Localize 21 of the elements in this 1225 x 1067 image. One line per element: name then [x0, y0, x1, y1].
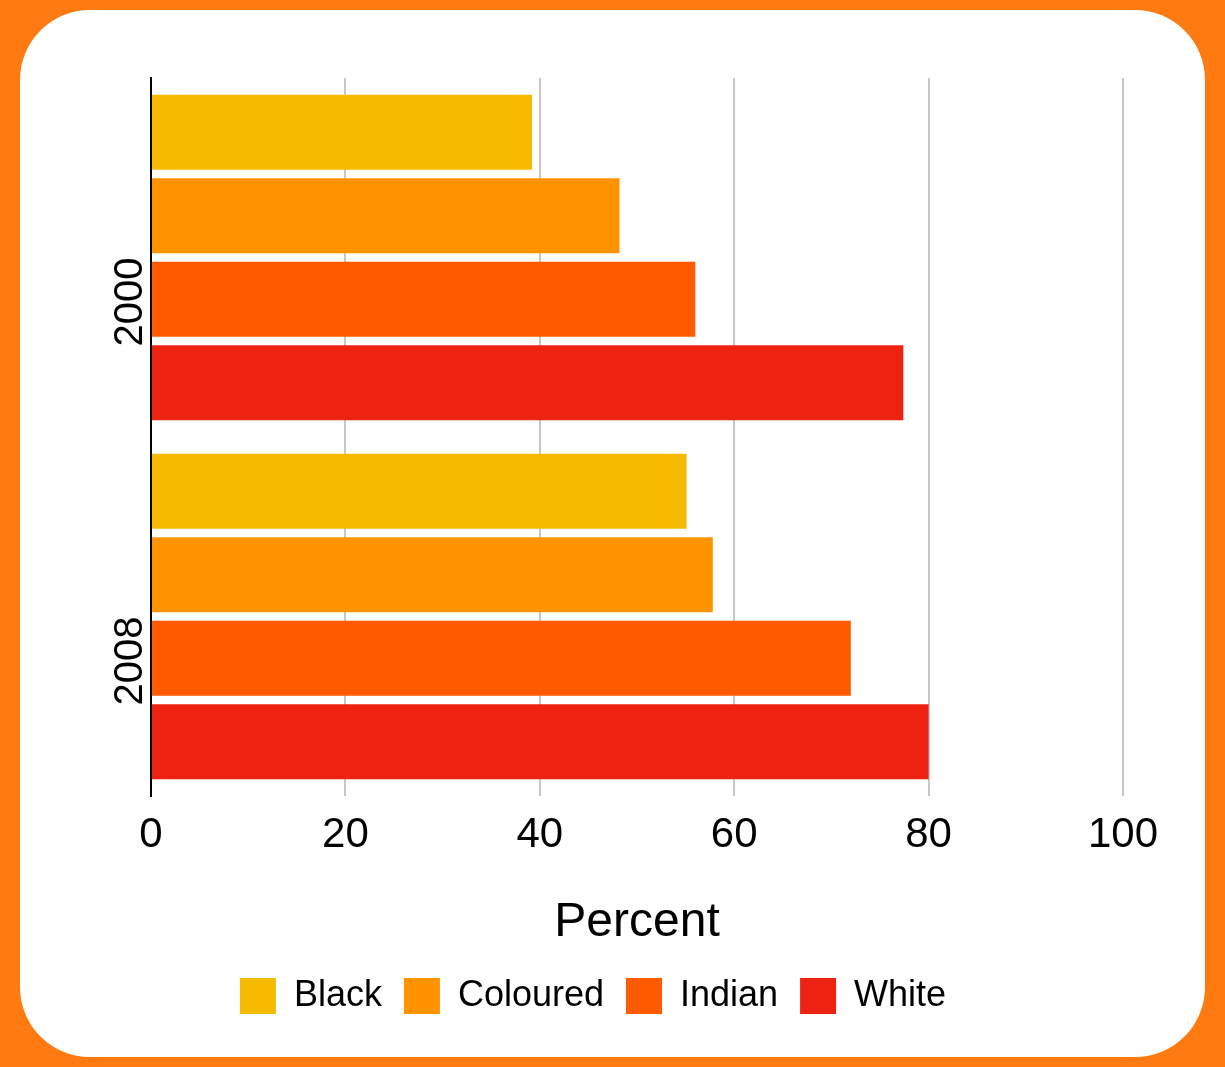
x-axis-title: Percent: [553, 892, 720, 946]
bar: [151, 94, 532, 170]
x-tick-label: 0: [138, 808, 163, 856]
legend-label: White: [853, 972, 946, 1014]
bar: [151, 620, 851, 696]
bar: [151, 177, 619, 253]
y-tick-label: 2008: [105, 616, 150, 705]
legend-label: Coloured: [457, 972, 604, 1014]
x-tick-label: 80: [904, 808, 952, 856]
bar: [151, 344, 903, 420]
legend-label: Indian: [679, 972, 778, 1014]
x-tick-label: 40: [515, 808, 563, 856]
x-tick-label: 60: [710, 808, 758, 856]
legend-label: Black: [293, 972, 383, 1014]
x-tick-label: 20: [321, 808, 369, 856]
bar: [151, 261, 695, 337]
bar: [151, 703, 929, 779]
y-tick-label: 2000: [105, 257, 150, 346]
bar: [151, 536, 713, 612]
x-tick-label: 100: [1087, 808, 1158, 856]
bar: [151, 453, 687, 529]
